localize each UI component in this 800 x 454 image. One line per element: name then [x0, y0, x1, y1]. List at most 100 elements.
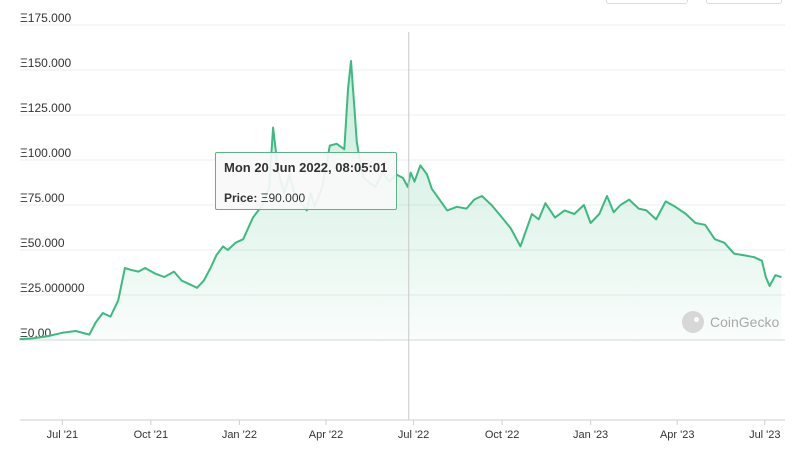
data-point	[407, 186, 409, 188]
range-button[interactable]	[606, 0, 688, 4]
data-point	[242, 238, 244, 240]
y-tick-label: Ξ50.000	[20, 236, 65, 250]
x-tick-label: Oct '22	[485, 429, 520, 441]
price-tooltip: Mon 20 Jun 2022, 08:05:01 Price: Ξ90.000	[215, 152, 397, 210]
data-point	[215, 254, 217, 256]
data-point	[590, 222, 592, 224]
data-point	[188, 283, 190, 285]
data-point	[723, 242, 725, 244]
data-point	[354, 114, 356, 116]
x-tick-label: Jan '22	[222, 429, 257, 441]
data-point	[272, 127, 274, 129]
chart-type-button[interactable]	[706, 0, 782, 4]
data-point	[252, 217, 254, 219]
data-point	[510, 227, 512, 229]
data-point	[410, 172, 412, 174]
data-point	[538, 218, 540, 220]
data-point	[117, 299, 119, 301]
data-point	[306, 209, 308, 211]
data-point	[564, 209, 566, 211]
price-area	[20, 61, 782, 340]
data-point	[350, 60, 352, 62]
data-point	[75, 330, 77, 332]
x-tick-label: Jul '21	[47, 429, 78, 441]
data-point	[694, 222, 697, 224]
data-point	[102, 312, 104, 314]
y-tick-label: Ξ75.000	[20, 191, 65, 205]
data-point	[203, 280, 205, 282]
data-point	[61, 332, 63, 334]
x-tick-label: Apr '23	[660, 429, 695, 441]
data-point	[88, 334, 90, 336]
tooltip-price-row: Price: Ξ90.000	[224, 191, 305, 205]
tooltip-date: Mon 20 Jun 2022, 08:05:01	[224, 160, 388, 175]
data-point	[19, 338, 21, 340]
data-point	[473, 199, 475, 201]
data-point	[419, 164, 421, 166]
data-point	[743, 254, 746, 256]
data-point	[765, 276, 767, 278]
data-point	[481, 195, 483, 197]
x-tick-label: Oct '21	[134, 429, 169, 441]
data-point	[753, 256, 755, 258]
data-point	[554, 217, 556, 219]
data-point	[431, 188, 433, 190]
data-point	[32, 337, 35, 339]
x-tick-label: Apr '22	[309, 429, 344, 441]
data-point	[402, 177, 404, 179]
y-tick-label: Ξ25.000000	[20, 281, 85, 295]
data-point	[347, 87, 349, 89]
data-point	[769, 285, 771, 287]
tooltip-price-label: Price:	[224, 191, 258, 205]
data-point	[196, 287, 198, 289]
y-axis: Ξ0.00Ξ25.000000Ξ50.000Ξ75.000Ξ100.000Ξ12…	[20, 11, 85, 340]
y-tick-label: Ξ175.000	[20, 11, 72, 25]
data-point	[456, 206, 458, 208]
data-point	[598, 213, 600, 215]
data-point	[130, 269, 132, 271]
data-point	[714, 238, 716, 240]
data-point	[109, 316, 112, 318]
data-point	[163, 276, 165, 278]
data-point	[501, 217, 503, 219]
data-point	[154, 272, 156, 274]
coingecko-watermark: CoinGecko	[682, 310, 779, 334]
data-point	[531, 213, 533, 215]
data-point	[613, 211, 615, 213]
data-point	[761, 260, 763, 262]
x-tick-label: Jul '22	[398, 429, 429, 441]
data-point	[335, 143, 338, 145]
data-point	[95, 321, 97, 323]
data-point	[645, 209, 648, 211]
data-point	[774, 274, 776, 276]
data-point	[665, 200, 667, 202]
tooltip-price-value: Ξ90.000	[260, 191, 306, 205]
data-point	[46, 335, 48, 337]
data-point	[490, 204, 493, 206]
data-point	[227, 249, 229, 251]
data-point	[519, 245, 521, 247]
data-point	[222, 245, 224, 247]
x-tick-label: Jan '23	[573, 429, 608, 441]
y-tick-label: Ξ125.000	[20, 101, 72, 115]
data-point	[446, 209, 448, 211]
data-point	[638, 208, 640, 210]
watermark-brand: CoinGecko	[710, 314, 780, 330]
data-point	[780, 276, 782, 278]
data-point	[573, 213, 575, 215]
x-tick-label: Jul '23	[749, 429, 780, 441]
data-point	[209, 267, 212, 269]
y-tick-label: Ξ100.000	[20, 146, 72, 160]
data-point	[544, 202, 546, 204]
data-point	[733, 253, 735, 255]
data-point	[465, 208, 468, 210]
data-point	[343, 148, 345, 150]
data-point	[704, 224, 706, 226]
data-point	[426, 173, 428, 175]
y-tick-label: Ξ150.000	[20, 56, 72, 70]
data-point	[628, 199, 630, 201]
data-point	[329, 145, 331, 147]
data-point	[583, 204, 585, 206]
data-point	[144, 267, 146, 269]
